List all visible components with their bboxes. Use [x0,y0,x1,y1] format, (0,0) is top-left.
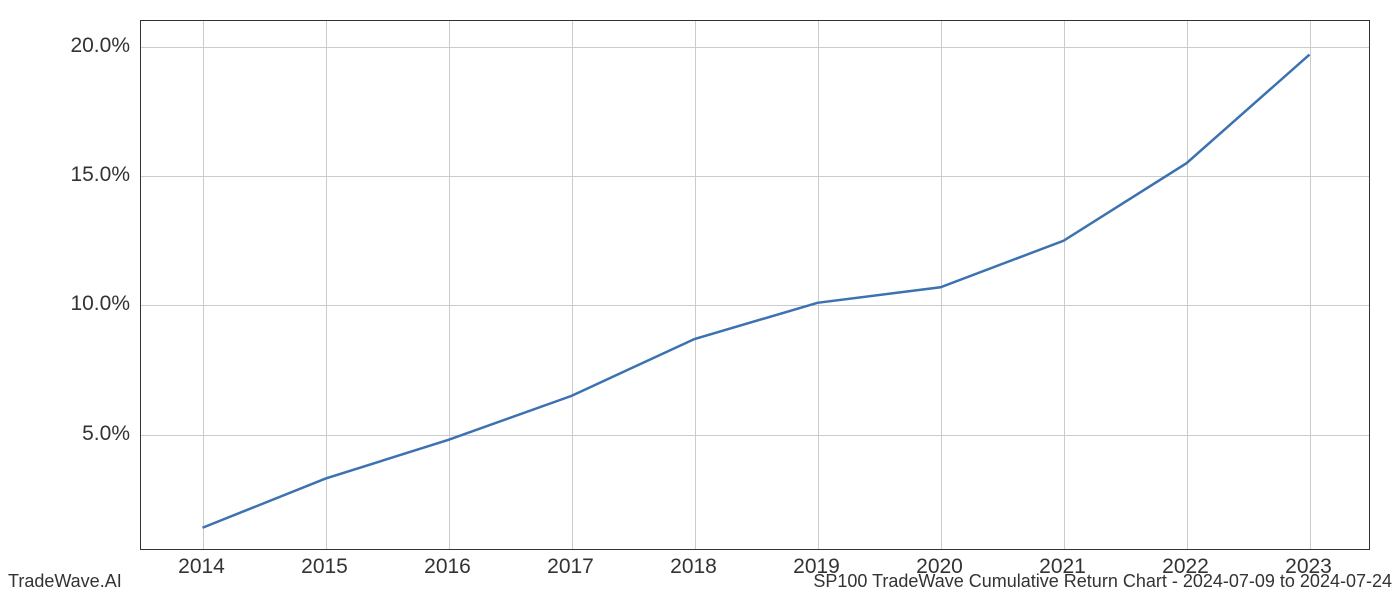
y-tick-label: 15.0% [70,163,130,187]
y-tick-label: 10.0% [70,292,130,316]
x-tick-label: 2017 [547,555,594,579]
x-tick-label: 2018 [670,555,717,579]
footer-brand: TradeWave.AI [8,571,122,592]
line-chart-svg [141,21,1369,549]
y-axis-labels: 5.0% 10.0% 15.0% 20.0% [0,20,140,550]
chart-container: 2014201520162017201820192020202120222023 [140,20,1370,550]
x-tick-label: 2014 [178,555,225,579]
x-tick-label: 2015 [301,555,348,579]
x-tick-label: 2016 [424,555,471,579]
footer-caption: SP100 TradeWave Cumulative Return Chart … [813,571,1392,592]
y-tick-label: 5.0% [82,422,130,446]
return-line [203,55,1310,528]
plot-area [140,20,1370,550]
y-tick-label: 20.0% [70,34,130,58]
